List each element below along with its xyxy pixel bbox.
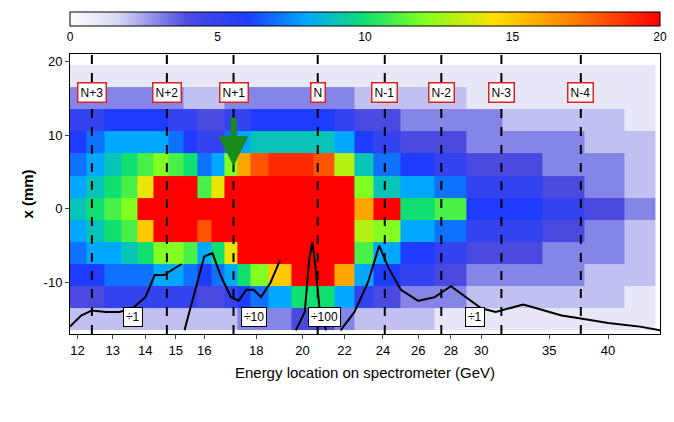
svg-text:0: 0 <box>67 30 74 44</box>
svg-text:Energy location on spectromete: Energy location on spectrometer (GeV) <box>235 364 495 381</box>
svg-text:-10: -10 <box>44 275 63 290</box>
svg-text:26: 26 <box>411 343 425 358</box>
svg-text:15: 15 <box>169 343 183 358</box>
svg-text:÷100: ÷100 <box>311 310 338 324</box>
svg-text:20: 20 <box>295 343 309 358</box>
svg-text:40: 40 <box>601 343 615 358</box>
svg-text:0: 0 <box>55 201 62 216</box>
svg-text:÷10: ÷10 <box>244 310 264 324</box>
svg-text:N-4: N-4 <box>571 86 591 100</box>
svg-text:22: 22 <box>337 343 351 358</box>
svg-text:18: 18 <box>249 343 263 358</box>
svg-text:35: 35 <box>542 343 556 358</box>
svg-text:16: 16 <box>197 343 211 358</box>
svg-text:12: 12 <box>70 343 84 358</box>
svg-text:÷1: ÷1 <box>126 310 140 324</box>
svg-text:N+2: N+2 <box>156 86 179 100</box>
svg-text:N+1: N+1 <box>223 86 246 100</box>
svg-text:N+3: N+3 <box>81 86 104 100</box>
svg-text:24: 24 <box>376 343 390 358</box>
svg-text:10: 10 <box>48 128 62 143</box>
svg-text:÷1: ÷1 <box>468 310 482 324</box>
svg-text:14: 14 <box>138 343 152 358</box>
svg-text:13: 13 <box>105 343 119 358</box>
svg-text:N-1: N-1 <box>375 86 395 100</box>
svg-text:x (mm): x (mm) <box>19 169 36 218</box>
svg-text:20: 20 <box>653 30 667 44</box>
svg-text:28: 28 <box>444 343 458 358</box>
svg-text:N-2: N-2 <box>432 86 452 100</box>
svg-text:N: N <box>314 86 323 100</box>
svg-text:15: 15 <box>506 30 520 44</box>
svg-text:N-3: N-3 <box>492 86 512 100</box>
svg-text:30: 30 <box>474 343 488 358</box>
svg-text:5: 5 <box>214 30 221 44</box>
svg-text:20: 20 <box>48 54 62 69</box>
svg-text:10: 10 <box>358 30 372 44</box>
